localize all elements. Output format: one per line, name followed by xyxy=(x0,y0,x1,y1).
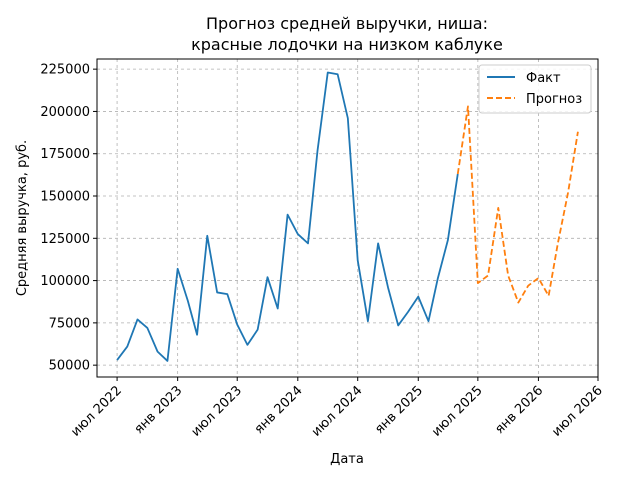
legend-label-forecast: Прогноз xyxy=(526,92,582,107)
series-line-forecast xyxy=(456,105,579,304)
y-tick-label: 175000 xyxy=(40,147,90,162)
y-tick-label: 125000 xyxy=(40,232,90,247)
plot-frame xyxy=(96,58,599,378)
y-tick-label: 200000 xyxy=(40,105,90,120)
legend: Факт Прогноз xyxy=(478,64,592,114)
legend-label-fact: Факт xyxy=(526,71,561,86)
y-tick-label: 150000 xyxy=(40,190,90,205)
y-tick-label: 50000 xyxy=(49,359,90,374)
y-axis: 50000 75000 100000 125000 150000 175000 200000… xyxy=(40,63,97,374)
chart-title-line-2: красные лодочки на низком каблуке xyxy=(191,35,503,54)
series-line-fact xyxy=(116,71,459,362)
y-axis-label: Средняя выручка, руб. xyxy=(15,140,30,296)
series-layer xyxy=(116,71,579,362)
y-tick-label: 100000 xyxy=(40,274,90,289)
y-tick-label: 225000 xyxy=(40,63,90,78)
y-tick-label: 75000 xyxy=(49,316,90,331)
x-axis-label: Дата xyxy=(330,452,364,467)
chart-title-line-1: Прогноз средней выручки, ниша: xyxy=(206,14,488,33)
